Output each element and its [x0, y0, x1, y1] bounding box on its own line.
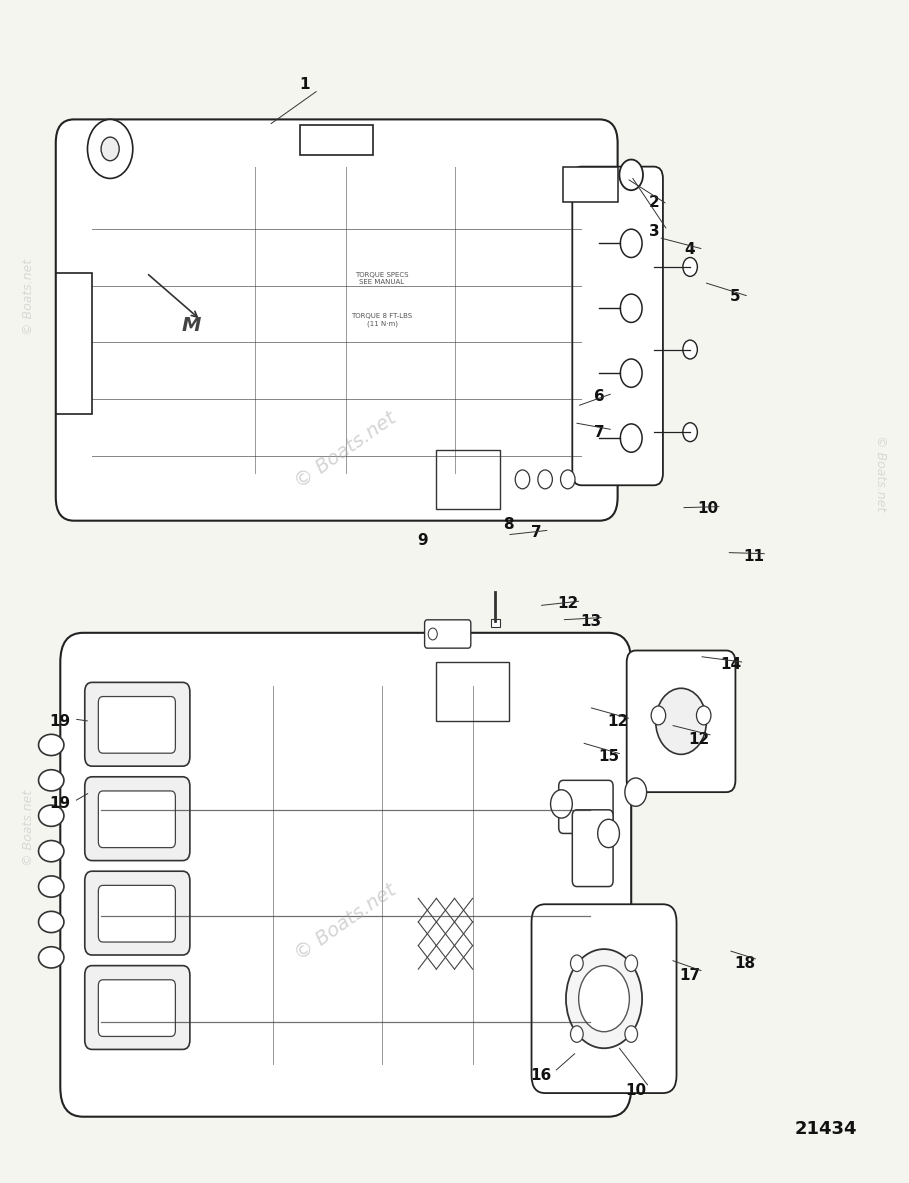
Text: 3: 3 — [648, 224, 659, 239]
FancyBboxPatch shape — [85, 965, 190, 1049]
Ellipse shape — [38, 946, 64, 968]
Text: 7: 7 — [531, 525, 542, 539]
FancyBboxPatch shape — [98, 791, 175, 847]
Text: TORQUE SPECS
SEE MANUAL: TORQUE SPECS SEE MANUAL — [355, 272, 409, 285]
Text: TORQUE 8 FT-LBS
(11 N·m): TORQUE 8 FT-LBS (11 N·m) — [352, 313, 413, 327]
Circle shape — [566, 949, 642, 1048]
Text: 1: 1 — [300, 77, 310, 91]
Text: 19: 19 — [50, 796, 71, 812]
Circle shape — [624, 1026, 637, 1042]
Bar — [436, 450, 500, 509]
Ellipse shape — [38, 875, 64, 897]
Text: 4: 4 — [684, 241, 695, 257]
Bar — [564, 167, 617, 202]
Text: 16: 16 — [530, 1068, 551, 1082]
Circle shape — [651, 706, 665, 725]
Text: 2: 2 — [648, 194, 659, 209]
Circle shape — [696, 706, 711, 725]
Bar — [301, 125, 373, 155]
Text: 12: 12 — [688, 731, 710, 746]
Text: 7: 7 — [594, 425, 604, 440]
FancyBboxPatch shape — [85, 683, 190, 767]
Circle shape — [551, 790, 573, 819]
FancyBboxPatch shape — [85, 871, 190, 955]
Text: 6: 6 — [594, 389, 604, 405]
Bar — [436, 662, 509, 722]
FancyBboxPatch shape — [626, 651, 735, 793]
FancyBboxPatch shape — [559, 781, 613, 834]
Circle shape — [620, 295, 642, 323]
Circle shape — [683, 422, 697, 441]
Text: © Boats.net: © Boats.net — [292, 880, 400, 964]
Text: © Boats.net: © Boats.net — [22, 258, 35, 335]
Circle shape — [561, 470, 575, 489]
FancyBboxPatch shape — [60, 633, 631, 1117]
Text: 12: 12 — [607, 713, 628, 729]
FancyBboxPatch shape — [98, 980, 175, 1036]
FancyBboxPatch shape — [98, 697, 175, 754]
Circle shape — [620, 358, 642, 387]
FancyBboxPatch shape — [532, 904, 676, 1093]
FancyBboxPatch shape — [98, 885, 175, 942]
Text: M: M — [182, 316, 202, 336]
Circle shape — [101, 137, 119, 161]
Ellipse shape — [38, 911, 64, 932]
Circle shape — [538, 470, 553, 489]
Circle shape — [515, 470, 530, 489]
Bar — [55, 273, 92, 414]
Circle shape — [624, 955, 637, 971]
Circle shape — [571, 1026, 584, 1042]
Circle shape — [579, 965, 629, 1032]
Text: 5: 5 — [730, 289, 741, 304]
Text: © Boats.net: © Boats.net — [22, 789, 35, 866]
FancyBboxPatch shape — [55, 119, 617, 521]
Ellipse shape — [38, 841, 64, 861]
FancyBboxPatch shape — [573, 167, 663, 485]
Text: 8: 8 — [504, 517, 514, 531]
Ellipse shape — [38, 770, 64, 791]
Circle shape — [619, 160, 643, 190]
Ellipse shape — [38, 806, 64, 827]
Text: © Boats.net: © Boats.net — [874, 435, 887, 511]
Text: 12: 12 — [557, 596, 578, 610]
Text: 18: 18 — [734, 956, 755, 971]
Text: 10: 10 — [698, 502, 719, 517]
FancyBboxPatch shape — [425, 620, 471, 648]
Circle shape — [655, 689, 706, 755]
Text: 10: 10 — [625, 1084, 646, 1098]
Circle shape — [87, 119, 133, 179]
Circle shape — [620, 230, 642, 258]
Circle shape — [620, 424, 642, 452]
Bar — [491, 619, 500, 627]
Text: 11: 11 — [743, 549, 764, 563]
Text: 17: 17 — [680, 968, 701, 983]
Text: 14: 14 — [720, 658, 742, 672]
FancyBboxPatch shape — [85, 777, 190, 860]
Ellipse shape — [38, 735, 64, 756]
Circle shape — [571, 955, 584, 971]
Circle shape — [683, 258, 697, 277]
Text: 9: 9 — [417, 534, 428, 548]
Text: © Boats.net: © Boats.net — [292, 408, 400, 492]
Circle shape — [683, 341, 697, 358]
FancyBboxPatch shape — [573, 810, 613, 886]
Text: 15: 15 — [598, 749, 619, 764]
Text: 21434: 21434 — [794, 1119, 857, 1138]
Text: 19: 19 — [50, 713, 71, 729]
Circle shape — [598, 820, 619, 847]
Text: 13: 13 — [580, 614, 601, 628]
Circle shape — [428, 628, 437, 640]
Circle shape — [624, 778, 646, 807]
